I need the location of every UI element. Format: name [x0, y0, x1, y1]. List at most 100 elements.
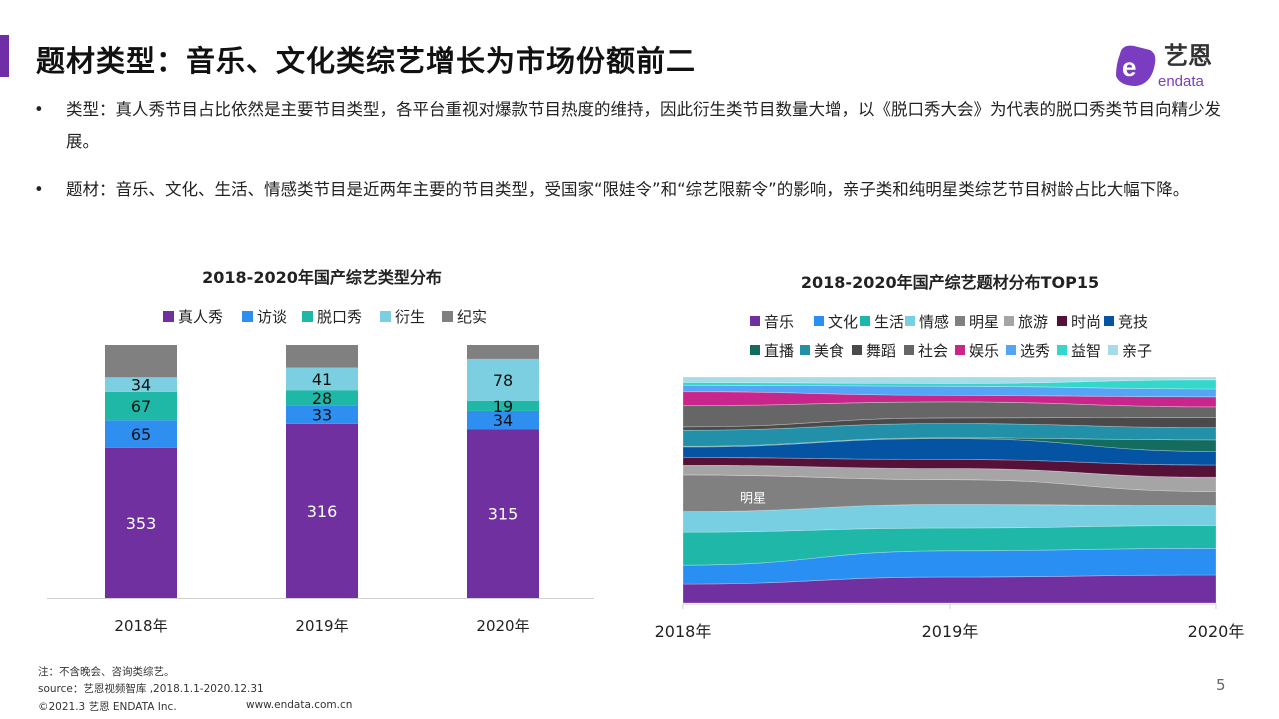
data-label: 353	[126, 514, 157, 533]
bar-chart-legend: 真人秀 访谈 脱口秀 衍生 纪实	[163, 308, 487, 326]
bar-segment	[286, 345, 358, 368]
area-series-娱乐	[682, 391, 1217, 408]
footer-website[interactable]: www.endata.com.cn	[246, 699, 353, 711]
area-series-选秀	[682, 384, 1217, 398]
legend-label: 舞蹈	[866, 342, 896, 360]
data-label: 34	[493, 411, 513, 430]
page-title: 题材类型：音乐、文化类综艺增长为市场份额前二	[36, 44, 697, 78]
legend-label: 纪实	[457, 308, 487, 326]
legend-swatch	[750, 316, 760, 326]
bullet-type: • 类型：真人秀节目占比依然是主要节目类型，各平台重视对爆款节目热度的维持，因此…	[34, 94, 1224, 158]
legend-label: 竞技	[1118, 313, 1148, 331]
data-label: 34	[131, 376, 151, 395]
bullet-text: 类型：真人秀节目占比依然是主要节目类型，各平台重视对爆款节目热度的维持，因此衍生…	[66, 100, 1221, 151]
bar-segment	[105, 447, 177, 598]
x-tick-label: 2020年	[476, 617, 529, 635]
legend-label: 时尚	[1071, 313, 1101, 331]
legend-label: 娱乐	[969, 342, 999, 360]
legend-label: 衍生	[395, 308, 425, 326]
legend-swatch	[302, 311, 313, 322]
bar-segment	[467, 410, 539, 430]
bar-segment	[467, 345, 539, 359]
legend-label: 益智	[1071, 342, 1101, 360]
x-tick-label: 2019年	[922, 622, 979, 641]
bar-segment	[286, 423, 358, 598]
legend-swatch	[852, 345, 862, 355]
svg-text:e: e	[1122, 52, 1136, 82]
bar-segment	[105, 420, 177, 448]
legend-label: 生活	[874, 313, 904, 331]
legend-swatch	[1104, 316, 1114, 326]
bar-segment	[105, 391, 177, 421]
endata-logo: e 艺恩 endata	[1116, 42, 1212, 90]
bullet-dot-icon: •	[34, 180, 44, 199]
legend-label: 真人秀	[178, 308, 223, 326]
bar-segment	[467, 358, 539, 401]
area-series-美食	[682, 423, 1217, 447]
data-label: 67	[131, 397, 151, 416]
page-number: 5	[1216, 676, 1226, 694]
footer-copyright: ©2021.3 艺恩 ENDATA Inc.	[38, 701, 177, 713]
legend-swatch	[1004, 316, 1014, 326]
area-series-音乐	[682, 574, 1217, 604]
x-tick-label: 2018年	[114, 617, 167, 635]
legend-swatch	[242, 311, 253, 322]
legend-swatch	[800, 345, 810, 355]
area-series-生活	[682, 525, 1217, 566]
data-label: 65	[131, 425, 151, 444]
area-series-情感	[682, 504, 1217, 533]
legend-swatch	[955, 345, 965, 355]
area-series-旅游	[682, 464, 1217, 492]
legend-label: 亲子	[1122, 342, 1152, 360]
bar-segment	[467, 429, 539, 598]
x-tick-label: 2018年	[655, 622, 712, 641]
bullet-theme: • 题材：音乐、文化、生活、情感类节目是近两年主要的节目类型，受国家“限娃令”和…	[34, 174, 1224, 206]
area-series-社会	[682, 401, 1217, 428]
legend-swatch	[750, 345, 760, 355]
legend-swatch	[442, 311, 453, 322]
bullet-dot-icon: •	[34, 100, 44, 119]
data-label: 19	[493, 397, 513, 416]
legend-label: 情感	[919, 313, 949, 331]
data-label: 41	[312, 370, 332, 389]
bar-segment	[286, 367, 358, 391]
footer-note: 注：不含晚会、咨询类综艺。	[38, 666, 175, 678]
legend-label: 音乐	[764, 313, 794, 331]
legend-label: 访谈	[257, 308, 287, 326]
legend-swatch	[904, 345, 914, 355]
bar-segment	[467, 400, 539, 411]
legend-label: 脱口秀	[317, 308, 362, 326]
legend-swatch	[860, 316, 870, 326]
bullet-list: • 类型：真人秀节目占比依然是主要节目类型，各平台重视对爆款节目热度的维持，因此…	[34, 94, 1224, 222]
area-chart-plot: 明星 2018年 2019年 2020年	[655, 376, 1244, 641]
legend-swatch	[1006, 345, 1016, 355]
bar-chart-plot: 3536567342018年3163328412019年315341978202…	[47, 345, 594, 635]
bar-chart-title: 2018-2020年国产综艺类型分布	[202, 268, 442, 287]
area-series-文化	[682, 547, 1217, 585]
x-tick-label: 2019年	[295, 617, 348, 635]
bar-segment	[286, 405, 358, 424]
title-accent-bar	[0, 35, 9, 77]
svg-text:艺恩: 艺恩	[1164, 42, 1212, 70]
legend-label: 社会	[918, 342, 948, 360]
legend-swatch	[1057, 316, 1067, 326]
legend-swatch	[380, 311, 391, 322]
footer-source: source：艺恩视频智库 ,2018.1.1-2020.12.31	[38, 683, 264, 695]
legend-swatch	[905, 316, 915, 326]
svg-text:endata: endata	[1158, 73, 1205, 90]
bullet-text: 题材：音乐、文化、生活、情感类节目是近两年主要的节目类型，受国家“限娃令”和“综…	[66, 180, 1190, 199]
bar-segment	[286, 390, 358, 406]
legend-swatch	[814, 316, 824, 326]
area-series-亲子	[682, 376, 1217, 384]
data-label: 78	[493, 371, 513, 390]
legend-label: 文化	[828, 313, 858, 331]
legend-label: 旅游	[1018, 313, 1048, 331]
area-series-竞技	[682, 438, 1217, 466]
area-chart-title: 2018-2020年国产综艺题材分布TOP15	[801, 273, 1099, 292]
data-label: 28	[312, 389, 332, 408]
legend-swatch	[163, 311, 174, 322]
legend-label: 选秀	[1020, 342, 1050, 360]
legend-label: 美食	[814, 342, 844, 360]
area-annotation: 明星	[740, 491, 766, 506]
